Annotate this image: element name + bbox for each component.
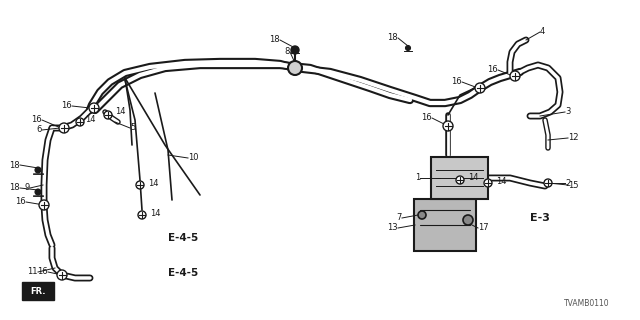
Circle shape <box>484 179 492 187</box>
Circle shape <box>463 215 473 225</box>
Circle shape <box>59 123 69 133</box>
Text: E-3: E-3 <box>530 213 550 223</box>
Text: 18: 18 <box>10 161 20 170</box>
Text: 11: 11 <box>28 268 38 276</box>
Circle shape <box>406 45 410 51</box>
Text: 10: 10 <box>188 154 198 163</box>
Circle shape <box>39 200 49 210</box>
Circle shape <box>288 61 302 75</box>
Text: 16: 16 <box>451 77 462 86</box>
Text: 1: 1 <box>415 173 420 182</box>
FancyBboxPatch shape <box>22 282 54 300</box>
Text: 12: 12 <box>568 133 579 142</box>
Circle shape <box>443 121 453 131</box>
Text: 14: 14 <box>496 177 506 186</box>
Text: 14: 14 <box>150 209 161 218</box>
Text: 15: 15 <box>568 180 579 189</box>
Text: 18: 18 <box>10 183 20 193</box>
Text: 3: 3 <box>565 108 570 116</box>
FancyBboxPatch shape <box>431 157 488 199</box>
Text: 16: 16 <box>15 197 26 206</box>
Circle shape <box>292 47 298 52</box>
Circle shape <box>76 118 84 126</box>
Text: 14: 14 <box>85 116 95 124</box>
Text: 16: 16 <box>31 116 42 124</box>
FancyBboxPatch shape <box>414 199 476 251</box>
Circle shape <box>104 111 112 119</box>
Circle shape <box>89 103 99 113</box>
Text: 14: 14 <box>115 108 125 116</box>
Text: 13: 13 <box>387 223 398 233</box>
Text: 16: 16 <box>488 66 498 75</box>
Circle shape <box>35 189 41 195</box>
Text: 14: 14 <box>468 173 479 182</box>
Text: FR.: FR. <box>30 286 45 295</box>
Text: 6: 6 <box>36 125 42 134</box>
Text: 14: 14 <box>148 179 159 188</box>
Text: 17: 17 <box>478 223 488 233</box>
Text: 5: 5 <box>130 124 135 132</box>
Text: E-4-5: E-4-5 <box>168 268 198 278</box>
Text: 18: 18 <box>269 36 280 44</box>
Text: 16: 16 <box>421 114 432 123</box>
Circle shape <box>456 176 464 184</box>
Text: 4: 4 <box>540 28 545 36</box>
Text: 18: 18 <box>387 34 398 43</box>
Text: TVAMB0110: TVAMB0110 <box>564 299 610 308</box>
Text: 16: 16 <box>37 268 48 276</box>
Text: 7: 7 <box>397 213 402 222</box>
Text: 2: 2 <box>565 179 570 188</box>
Text: 8: 8 <box>285 47 290 57</box>
Circle shape <box>57 270 67 280</box>
Text: E-4-5: E-4-5 <box>168 233 198 243</box>
Circle shape <box>35 167 41 173</box>
Circle shape <box>291 46 299 54</box>
Text: 16: 16 <box>61 101 72 110</box>
Circle shape <box>544 179 552 187</box>
Circle shape <box>475 83 485 93</box>
Text: 9: 9 <box>25 183 30 193</box>
Circle shape <box>510 71 520 81</box>
Circle shape <box>418 211 426 219</box>
Circle shape <box>138 211 146 219</box>
Circle shape <box>136 181 144 189</box>
